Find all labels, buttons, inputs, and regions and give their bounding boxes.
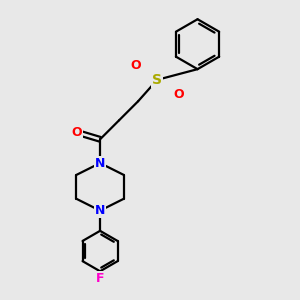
- Text: N: N: [95, 157, 105, 169]
- Text: O: O: [130, 59, 141, 72]
- Text: N: N: [95, 204, 105, 217]
- Text: F: F: [96, 272, 104, 285]
- Text: O: O: [173, 88, 184, 100]
- Text: O: O: [71, 126, 82, 139]
- Text: S: S: [152, 73, 162, 87]
